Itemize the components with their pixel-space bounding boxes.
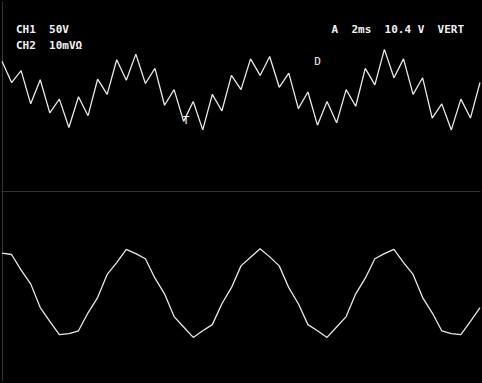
- svg-text:CH2 10mVΩ: CH2 10mVΩ: [16, 39, 83, 52]
- svg-text:A 2ms 10.4 V VERT: A 2ms 10.4 V VERT: [332, 23, 465, 36]
- svg-text:D: D: [314, 55, 321, 68]
- svg-text:T: T: [183, 114, 190, 127]
- svg-text:CH1 50V: CH1 50V: [16, 23, 69, 36]
